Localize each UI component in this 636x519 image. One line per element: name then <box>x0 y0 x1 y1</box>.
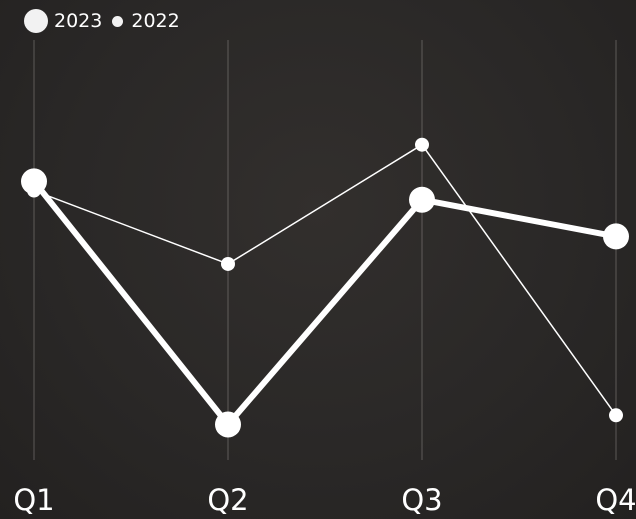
data-point-2022-q3 <box>415 137 429 152</box>
x-tick-label-q3: Q3 <box>401 483 442 517</box>
legend-label-2022: 2022 <box>131 10 180 32</box>
legend-item-2023: 2023 <box>24 9 102 33</box>
x-tick-label-q2: Q2 <box>207 483 248 517</box>
legend-item-2022: 2022 <box>108 9 180 33</box>
series-line-2023 <box>31 178 619 428</box>
data-point-2023-q3 <box>409 186 435 213</box>
data-point-2023-q2 <box>215 411 241 438</box>
data-point-2023-q4 <box>603 223 629 250</box>
data-point-2022-q4 <box>609 408 623 423</box>
legend-label-2023: 2023 <box>54 10 103 32</box>
series-line-2022 <box>33 143 617 417</box>
data-point-2023-q1 <box>21 168 47 195</box>
legend: 2023 2022 <box>24 9 180 33</box>
legend-marker-2022 <box>112 15 124 27</box>
x-tick-label-q1: Q1 <box>13 483 54 517</box>
x-tick-labels: Q1 Q2 Q3 Q4 <box>13 483 636 517</box>
series-layer <box>21 137 629 438</box>
x-tick-label-q4: Q4 <box>595 483 636 517</box>
legend-marker-2023 <box>24 9 48 33</box>
grid-lines <box>33 40 617 460</box>
data-point-2022-q2 <box>221 256 235 271</box>
